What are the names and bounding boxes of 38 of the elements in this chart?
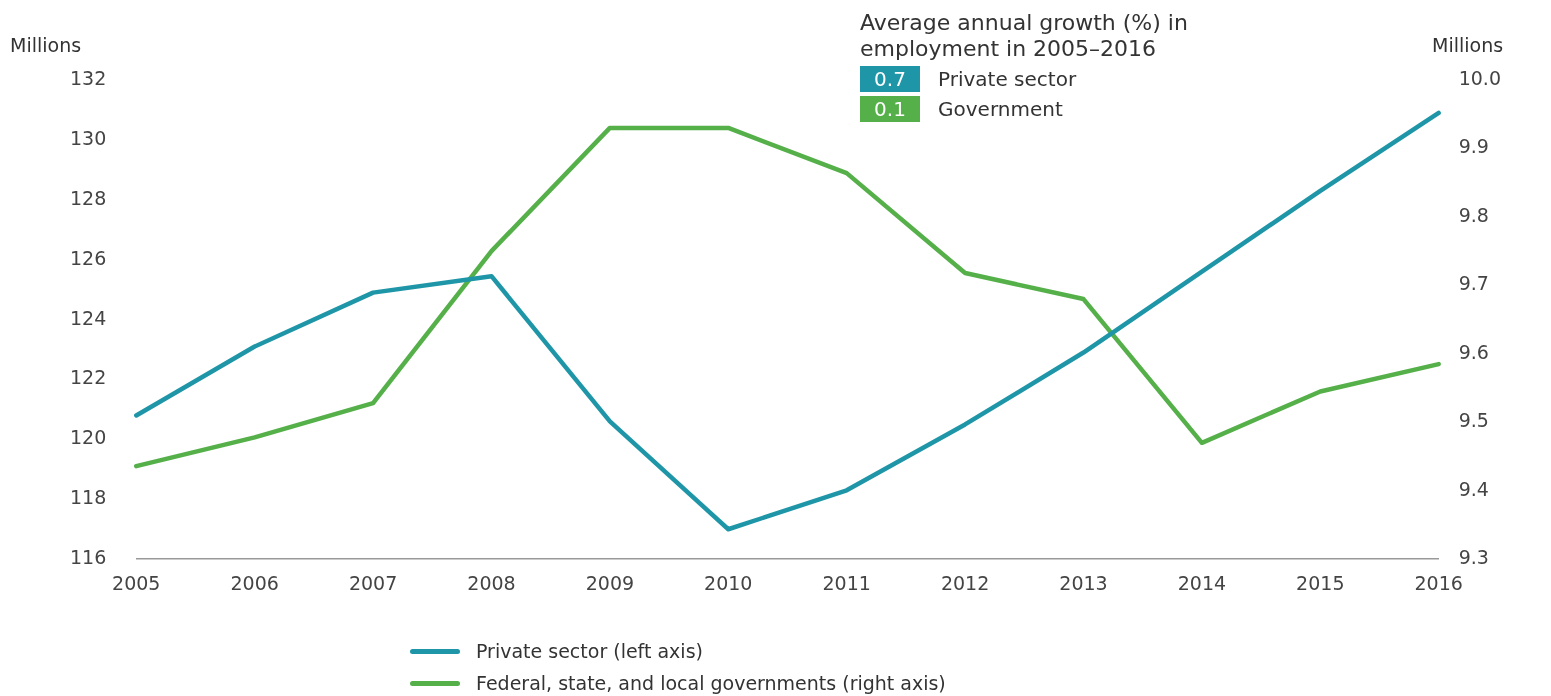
x-tick-label: 2009 <box>585 571 635 594</box>
x-tick-label: 2007 <box>348 571 398 594</box>
y2-tick-label: 9.8 <box>1458 203 1489 226</box>
y-tick-label: 118 <box>70 486 107 509</box>
y-tick-label: 116 <box>70 546 107 569</box>
y-tick-label: 124 <box>70 306 107 329</box>
y2-tick-label: 9.5 <box>1458 409 1489 432</box>
x-tick-label: 2011 <box>822 571 871 594</box>
x-tick-label: 2005 <box>112 571 161 594</box>
y-tick-label: 126 <box>70 246 107 269</box>
y-axis-title: Millions <box>10 34 82 56</box>
text: Average annual growth (%) in employment in 2005–2016 <box>860 10 1189 62</box>
y-tick-label: 120 <box>70 426 107 449</box>
y-tick-label: 128 <box>70 186 107 209</box>
annotation: Private sector <box>938 66 1077 92</box>
x-tick-label: 2012 <box>940 571 990 594</box>
y-tick-label: 122 <box>70 366 107 389</box>
x-tick-label: 2010 <box>704 571 753 594</box>
x-tick-label: 2016 <box>1414 571 1463 594</box>
y2-tick-label: 9.3 <box>1458 546 1489 569</box>
x-tick-label: 2015 <box>1296 571 1345 594</box>
y2-tick-label: 9.9 <box>1458 135 1489 158</box>
x-tick-label: 2006 <box>230 571 279 594</box>
y2-tick-label: 10.0 <box>1458 66 1502 89</box>
x-tick-label: 2013 <box>1059 571 1108 594</box>
legend-label: Private sector (left axis) <box>476 640 703 662</box>
annotation: 0.1 <box>860 96 920 122</box>
x-tick-label: 2008 <box>467 571 516 594</box>
annotation: 0.7 <box>860 66 920 92</box>
y2-tick-label: 9.7 <box>1458 272 1489 295</box>
y-tick-label: 130 <box>70 126 107 149</box>
x-tick-label: 2014 <box>1177 571 1227 594</box>
legend-label: Federal, state, and local governments (right axis) <box>476 672 946 694</box>
y2-axis-title: Millions <box>1432 34 1504 56</box>
y2-tick-label: 9.4 <box>1458 477 1489 500</box>
annotation: Government <box>938 96 1063 122</box>
y2-tick-label: 9.6 <box>1458 340 1489 363</box>
y-tick-label: 132 <box>70 66 107 89</box>
